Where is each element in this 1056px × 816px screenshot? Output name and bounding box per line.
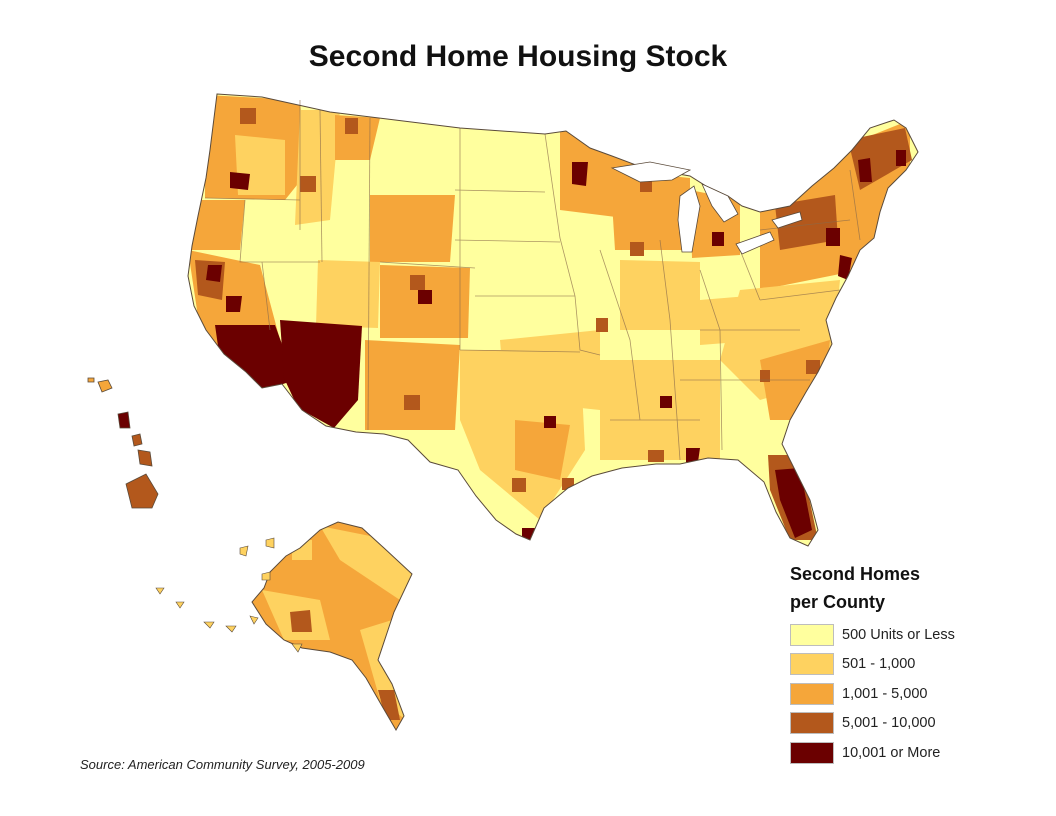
great-lakes bbox=[610, 161, 803, 255]
legend-title-line2: per County bbox=[790, 592, 886, 612]
legend-item: 501 - 1,000 bbox=[790, 650, 1030, 680]
legend-swatch bbox=[790, 741, 834, 764]
legend-label: 500 Units or Less bbox=[842, 626, 955, 643]
legend-item: 5,001 - 10,000 bbox=[790, 709, 1030, 739]
source-note: Source: American Community Survey, 2005-… bbox=[80, 757, 365, 772]
legend-title-line1: Second Homes bbox=[790, 564, 921, 584]
legend-swatch bbox=[790, 653, 834, 676]
legend-label: 501 - 1,000 bbox=[842, 656, 916, 673]
alaska bbox=[155, 521, 413, 731]
legend-swatch bbox=[790, 712, 834, 735]
hawaii bbox=[87, 377, 159, 509]
legend: Second Homes per County 500 Units or Les… bbox=[790, 560, 1030, 768]
legend-swatch bbox=[790, 623, 834, 646]
legend-label: 1,001 - 5,000 bbox=[842, 685, 928, 702]
legend-item: 500 Units or Less bbox=[790, 620, 1030, 650]
legend-label: 5,001 - 10,000 bbox=[842, 715, 936, 732]
map-title: Second Home Housing Stock bbox=[308, 40, 728, 73]
legend-item: 10,001 or More bbox=[790, 738, 1030, 768]
legend-swatch bbox=[790, 682, 834, 705]
contiguous-us bbox=[187, 93, 919, 547]
legend-item: 1,001 - 5,000 bbox=[790, 679, 1030, 709]
legend-label: 10,001 or More bbox=[842, 744, 941, 761]
